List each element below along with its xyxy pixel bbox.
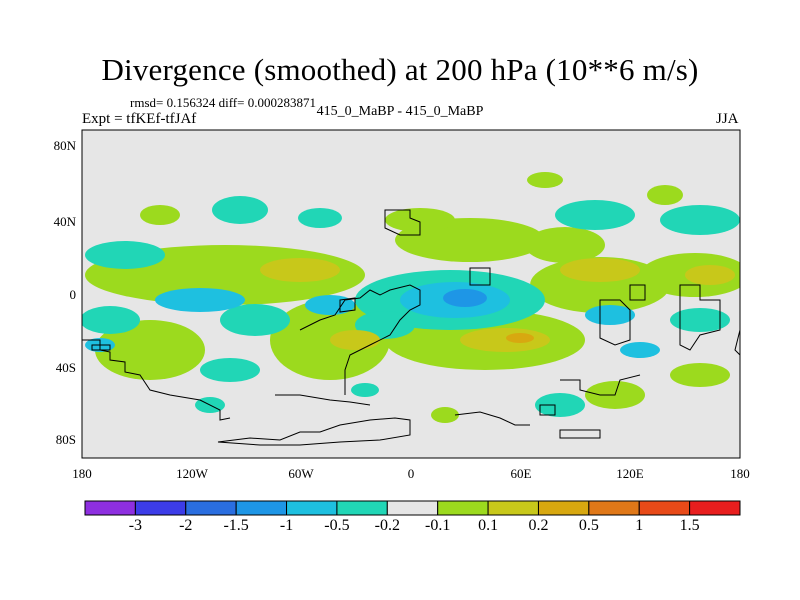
map-field — [82, 130, 740, 458]
case-label: 415_0_MaBP - 415_0_MaBP — [316, 104, 484, 119]
longitude-label: 120W — [176, 466, 208, 481]
colorbar-swatch — [588, 500, 640, 516]
colorbar-swatch — [537, 500, 590, 516]
longitude-label: 120E — [616, 466, 644, 481]
colorbar-label: -1.5 — [223, 517, 249, 534]
stats-line: rmsd= 0.156324 diff= 0.000283871 — [130, 95, 316, 110]
longitude-label: 60E — [510, 466, 532, 481]
latitude-label: 40S — [55, 360, 76, 375]
latitude-label: 40N — [53, 214, 76, 229]
orange-regions — [506, 333, 534, 343]
olive-regions — [260, 258, 735, 352]
latitude-label: 80S — [55, 432, 76, 447]
colorbar-swatch — [336, 500, 388, 516]
map-frame — [81, 129, 741, 459]
colorbar-swatch — [84, 500, 136, 516]
latitude-label: 80N — [53, 138, 76, 153]
colorbar-label: 0.1 — [478, 517, 499, 534]
colorbar-label: -0.1 — [425, 517, 451, 534]
colorbar-swatch — [487, 500, 539, 516]
colorbar-swatch — [437, 500, 489, 516]
colorbar-label: 1 — [635, 517, 644, 534]
longitude-label: 60W — [288, 466, 314, 481]
colorbar-swatch — [286, 500, 338, 516]
colorbar-label: 1.5 — [679, 517, 700, 534]
latitude-label: 0 — [69, 287, 77, 302]
colorbar-label: -0.2 — [374, 517, 400, 534]
experiment-label: Expt = tfKEf-tfJAf — [82, 111, 197, 127]
longitude-label: 180 — [72, 466, 92, 481]
colorbar — [84, 500, 741, 516]
longitude-label: 0 — [407, 466, 415, 481]
colorbar-label: -2 — [179, 517, 193, 534]
colorbar-label: 0.2 — [528, 517, 549, 534]
colorbar-swatch — [638, 500, 691, 516]
colorbar-swatch — [134, 500, 187, 516]
coastlines — [82, 209, 740, 446]
strong-convergence-regions — [443, 289, 487, 307]
colorbar-swatch — [185, 500, 237, 516]
colorbar-swatch — [689, 500, 741, 516]
longitude-label: 180 — [730, 466, 750, 481]
colorbar-swatch — [386, 500, 439, 516]
teal-regions — [82, 196, 740, 417]
colorbar-swatch — [235, 500, 288, 516]
season-label: JJA — [716, 111, 739, 127]
colorbar-label: 0.5 — [578, 517, 599, 534]
colorbar-label: -1 — [279, 517, 294, 534]
plot-title: Divergence (smoothed) at 200 hPa (10**6 … — [101, 52, 699, 87]
colorbar-label: -3 — [128, 517, 143, 534]
colorbar-label: -0.5 — [324, 517, 350, 534]
